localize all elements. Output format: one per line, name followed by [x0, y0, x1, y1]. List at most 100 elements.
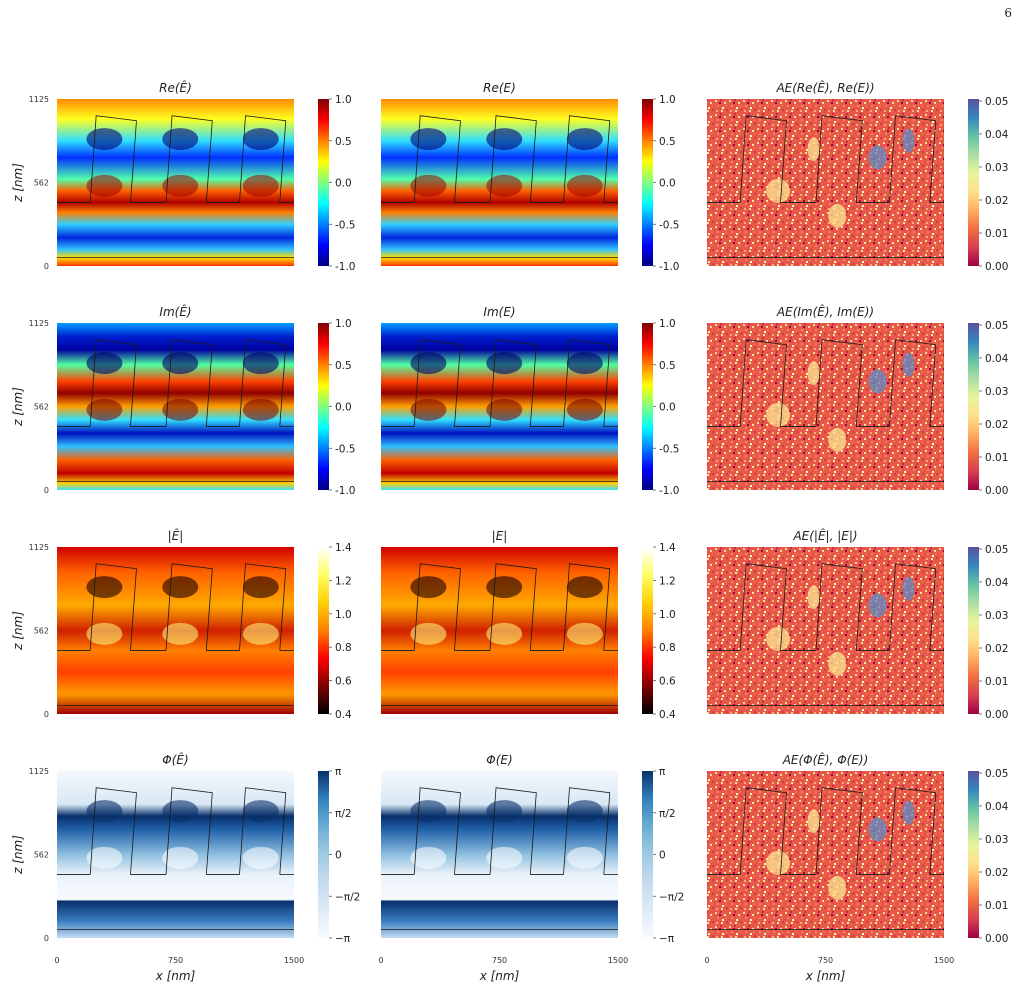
- panel-title: AE(Im(Ê), Im(E)): [776, 304, 874, 319]
- field-lobe: [486, 576, 523, 599]
- x-tick-label: 0: [378, 956, 383, 965]
- field-lobe: [566, 576, 603, 599]
- colorbar-tick-label: 1.0: [659, 94, 676, 106]
- colorbar: [968, 323, 979, 490]
- field-lobe: [242, 398, 279, 421]
- grating-outline: [57, 339, 294, 483]
- colorbar-tick-label: −π/2: [335, 891, 360, 903]
- colorbar-tick-label: 0.03: [985, 610, 1008, 622]
- field-lobe: [566, 846, 603, 869]
- field-panel: AE(Φ(Ê), Φ(E)) 0.05 0.04 0.03 0.02 0.01 0.00: [707, 752, 1009, 945]
- error-hotspot: [807, 809, 820, 834]
- grating-outline: [381, 115, 618, 259]
- error-hotspot: [766, 402, 791, 427]
- field-lobe: [486, 128, 523, 151]
- error-hotspot: [807, 585, 820, 610]
- panel-title: Im(Ê): [159, 304, 191, 319]
- panel-title: AE(Φ(Ê), Φ(E)): [782, 752, 869, 767]
- field-lobe: [566, 128, 603, 151]
- colorbar-tick-label: 0.01: [985, 676, 1008, 688]
- colorbar-tick-label: 0.02: [985, 419, 1008, 431]
- panel-title: Im(E): [483, 305, 515, 319]
- grating-outline: [381, 787, 618, 931]
- field-lobe: [162, 576, 199, 599]
- colorbar-tick-label: -0.5: [659, 219, 680, 231]
- x-tick-label: 750: [818, 956, 833, 965]
- colorbar-tick-label: 0.0: [659, 402, 676, 414]
- field-lobe: [566, 174, 603, 197]
- x-tick-label: 1500: [608, 956, 628, 965]
- colorbar-tick-label: 0.5: [659, 136, 676, 148]
- colorbar-tick-label: 0.00: [985, 933, 1008, 945]
- field-panel: |E| 1.4 1.2 1.0 0.8 0.6 0.4: [381, 529, 676, 721]
- error-hotspot: [902, 128, 915, 153]
- x-tick-label: 1500: [284, 956, 304, 965]
- field-lobe: [410, 174, 447, 197]
- grating-outline: [707, 787, 944, 931]
- colorbar-tick-label: 0.04: [985, 801, 1009, 813]
- error-hotspot: [828, 203, 847, 228]
- panel-title: AE(Re(Ê), Re(E)): [775, 80, 874, 95]
- x-axis-label: x [nm]: [479, 969, 520, 983]
- colorbar-tick-label: π: [335, 766, 342, 778]
- colorbar-tick-label: 0.8: [335, 642, 352, 654]
- field-lobe: [410, 800, 447, 823]
- panel-title: Re(Ê): [159, 80, 192, 95]
- y-tick-label: 0: [44, 710, 49, 719]
- error-hotspot: [902, 352, 915, 377]
- colorbar-tick-label: 1.0: [659, 318, 676, 330]
- field-lobe: [410, 398, 447, 421]
- y-axis-label: z [nm]: [11, 387, 25, 427]
- colorbar-tick-label: −π/2: [659, 891, 684, 903]
- colorbar-tick-label: 0: [335, 850, 342, 862]
- field-lobe: [566, 800, 603, 823]
- colorbar-tick-label: 0.4: [335, 709, 352, 721]
- field-lobe: [86, 800, 123, 823]
- colorbar-tick-label: 0.01: [985, 452, 1008, 464]
- grating-outline: [707, 339, 944, 483]
- field-panel: Im(Ê) 1.0 0.5 0.0 -0.5 -1.0: [57, 304, 356, 497]
- colorbar-tick-label: 0.00: [985, 261, 1008, 273]
- field-lobe: [86, 622, 123, 645]
- colorbar-tick-label: 0.03: [985, 834, 1008, 846]
- field-lobe: [242, 846, 279, 869]
- colorbar-tick-label: -1.0: [659, 485, 680, 497]
- colorbar: [318, 771, 329, 938]
- y-tick-label: 0: [44, 262, 49, 271]
- error-hotspot: [868, 593, 887, 618]
- colorbar-tick-label: 1.2: [659, 575, 676, 587]
- colorbar-tick-label: 0.05: [985, 768, 1008, 780]
- field-panel: AE(|Ê|, |E|) 0.05 0.04 0.03 0.02 0.01 0.00: [707, 528, 1009, 721]
- panel-title: |Ê|: [168, 528, 184, 543]
- y-tick-label: 562: [34, 851, 49, 860]
- colorbar-tick-label: -0.5: [335, 443, 356, 455]
- y-tick-label: 1125: [29, 95, 49, 104]
- field-lobe: [242, 174, 279, 197]
- colorbar-tick-label: 0.6: [335, 676, 352, 688]
- field-lobe: [86, 352, 123, 375]
- field-lobe: [486, 622, 523, 645]
- grating-outline: [707, 115, 944, 259]
- field-lobe: [162, 622, 199, 645]
- error-hotspot: [766, 178, 791, 203]
- x-tick-label: 0: [54, 956, 59, 965]
- field-lobe: [86, 846, 123, 869]
- y-tick-label: 562: [34, 179, 49, 188]
- colorbar-tick-label: 0.00: [985, 485, 1008, 497]
- colorbar-tick-label: -0.5: [659, 443, 680, 455]
- colorbar: [318, 99, 329, 266]
- error-hotspot: [868, 145, 887, 170]
- panel-title: AE(|Ê|, |E|): [792, 528, 857, 543]
- error-hotspot: [807, 137, 820, 162]
- colorbar-tick-label: π: [659, 766, 666, 778]
- field-lobe: [566, 398, 603, 421]
- grating-outline: [57, 787, 294, 931]
- field-lobe: [162, 800, 199, 823]
- panel-title: Φ(Ê): [162, 752, 188, 767]
- colorbar-tick-label: 0.01: [985, 900, 1008, 912]
- error-hotspot: [902, 576, 915, 601]
- page-number: 6: [1004, 6, 1012, 20]
- grating-outline: [57, 115, 294, 259]
- x-tick-label: 750: [492, 956, 507, 965]
- colorbar: [968, 99, 979, 266]
